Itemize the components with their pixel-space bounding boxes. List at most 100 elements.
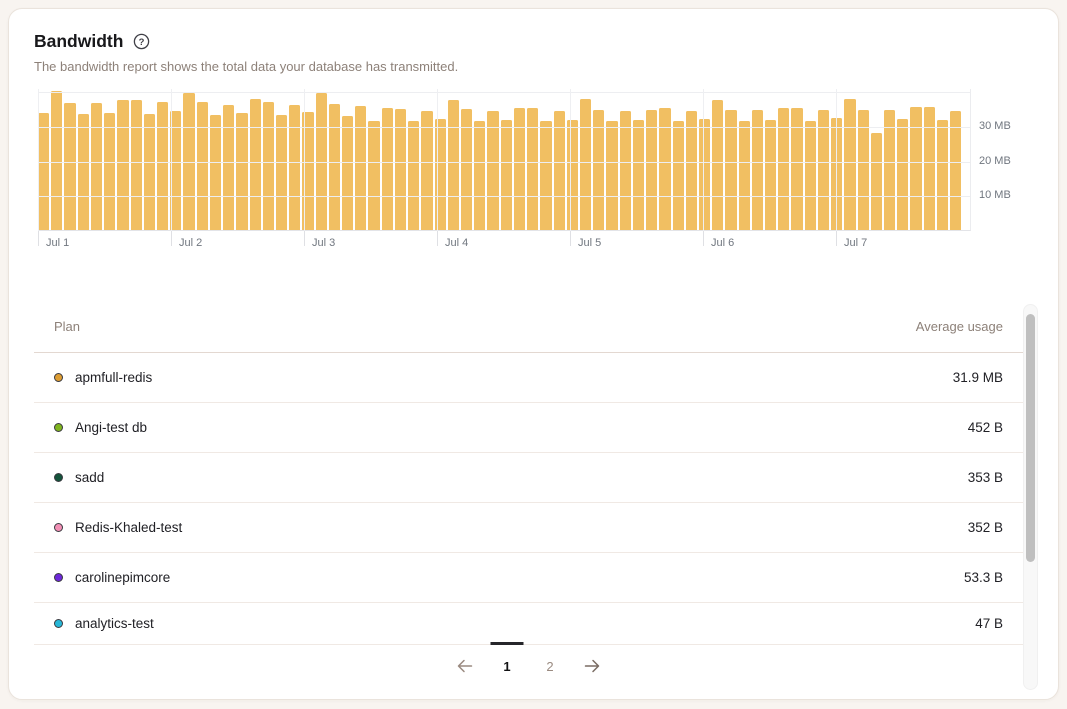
bandwidth-bar <box>765 119 777 230</box>
next-page-button[interactable] <box>582 657 603 675</box>
y-gridline <box>38 161 970 163</box>
plan-dot <box>54 473 63 482</box>
bandwidth-bar <box>143 113 155 230</box>
plan-usage: 452 B <box>967 420 1003 435</box>
bandwidth-bar <box>712 99 724 230</box>
bandwidth-bar <box>804 120 816 230</box>
bandwidth-bar <box>262 101 274 230</box>
x-axis-label: Jul 1 <box>46 237 70 249</box>
bandwidth-bar <box>936 119 949 230</box>
day-gridline <box>570 89 571 231</box>
bandwidth-bar <box>884 109 896 230</box>
x-axis-tick <box>171 231 172 246</box>
bandwidth-bar <box>315 92 327 230</box>
y-gridline <box>38 196 970 198</box>
day-gridline <box>304 89 305 231</box>
plan-name: carolinepimcore <box>75 570 171 585</box>
bandwidth-bar <box>857 109 869 230</box>
bandwidth-bar <box>579 98 592 230</box>
table-scrollbar-thumb[interactable] <box>1026 314 1035 562</box>
plan-usage: 352 B <box>967 520 1003 535</box>
bandwidth-bar <box>540 120 552 230</box>
help-question-icon[interactable]: ? <box>133 33 150 50</box>
x-axis-tick <box>38 231 39 246</box>
bandwidth-bar <box>527 107 539 230</box>
bandwidth-bar <box>817 109 830 230</box>
bandwidth-bar <box>698 118 711 230</box>
usage-table: Plan Average usage apmfull-redis 31.9 MB… <box>34 301 1023 645</box>
table-header: Plan Average usage <box>34 301 1023 353</box>
plan-name: apmfull-redis <box>75 370 153 385</box>
bandwidth-bar <box>500 119 512 230</box>
plan-usage: 47 B <box>975 616 1003 631</box>
bandwidth-bar <box>910 106 922 230</box>
bandwidth-bar <box>474 120 486 230</box>
plan-dot <box>54 619 63 628</box>
bandwidth-bar <box>606 120 618 230</box>
bandwidth-bar <box>249 98 261 230</box>
bandwidth-bars <box>38 88 962 230</box>
y-gridline <box>38 92 970 94</box>
bandwidth-card: Bandwidth ? The bandwidth report shows t… <box>8 8 1059 700</box>
x-axis-label: Jul 3 <box>312 237 336 249</box>
bandwidth-bar <box>381 107 393 230</box>
bandwidth-bar <box>778 107 790 230</box>
previous-page-button[interactable] <box>454 657 475 675</box>
table-row: carolinepimcore 53.3 B <box>34 553 1023 603</box>
bandwidth-bar <box>117 99 129 230</box>
chart-plot[interactable]: Jul 1 Jul 2 Jul 3 Jul 4 Jul 5 Jul 6 Jul 7 <box>38 88 971 249</box>
pagination: 1 2 <box>34 651 1023 681</box>
bandwidth-bar <box>434 118 446 230</box>
bandwidth-bar <box>738 120 750 230</box>
table-row: analytics-test 47 B <box>34 603 1023 645</box>
x-axis-label: Jul 7 <box>844 237 868 249</box>
bandwidth-bar <box>646 109 658 230</box>
page-button-2[interactable]: 2 <box>539 654 561 678</box>
bandwidth-bar <box>870 133 882 230</box>
bandwidth-bar <box>685 110 697 230</box>
bandwidth-bar <box>342 116 354 230</box>
plan-dot <box>54 373 63 382</box>
y-axis-label: 30 MB <box>979 120 1011 133</box>
bandwidth-bar <box>923 106 935 230</box>
bandwidth-bar <box>196 101 208 230</box>
x-axis-tick <box>836 231 837 246</box>
day-gridline <box>38 89 39 231</box>
plan-usage: 53.3 B <box>963 570 1003 585</box>
bandwidth-bar <box>672 120 684 230</box>
plan-usage: 353 B <box>967 470 1003 485</box>
bandwidth-bar <box>408 120 420 230</box>
x-axis-tick <box>570 231 571 246</box>
x-axis-tick <box>703 231 704 246</box>
plan-dot <box>54 523 63 532</box>
table-row: apmfull-redis 31.9 MB <box>34 353 1023 403</box>
y-axis-label: 20 MB <box>979 154 1011 167</box>
x-axis-label: Jul 4 <box>445 237 469 249</box>
bandwidth-bar <box>844 98 856 230</box>
bandwidth-bar <box>619 110 631 230</box>
bandwidth-bar <box>223 104 235 230</box>
bandwidth-bar <box>950 110 962 230</box>
bandwidth-bar <box>513 107 526 230</box>
bandwidth-bar <box>725 109 737 230</box>
day-gridline <box>836 89 837 231</box>
x-axis-tick <box>304 231 305 246</box>
bandwidth-bar <box>183 92 195 230</box>
x-axis-tick <box>437 231 438 246</box>
card-header: Bandwidth ? The bandwidth report shows t… <box>34 31 458 74</box>
plan-name: Angi-test db <box>75 420 148 435</box>
arrow-right-icon <box>584 659 601 673</box>
bandwidth-bar <box>461 108 473 230</box>
plan-name: sadd <box>75 470 105 485</box>
bandwidth-bar <box>104 112 116 230</box>
bandwidth-bar <box>90 102 103 230</box>
bandwidth-bar <box>566 119 578 230</box>
day-gridline <box>703 89 704 231</box>
arrow-left-icon <box>456 659 473 673</box>
table-row: Angi-test db 452 B <box>34 403 1023 453</box>
bandwidth-bar <box>64 102 76 230</box>
plan-dot <box>54 423 63 432</box>
day-gridline <box>171 89 172 231</box>
table-scrollbar-track[interactable] <box>1023 304 1038 690</box>
page-button-1[interactable]: 1 <box>496 654 518 678</box>
